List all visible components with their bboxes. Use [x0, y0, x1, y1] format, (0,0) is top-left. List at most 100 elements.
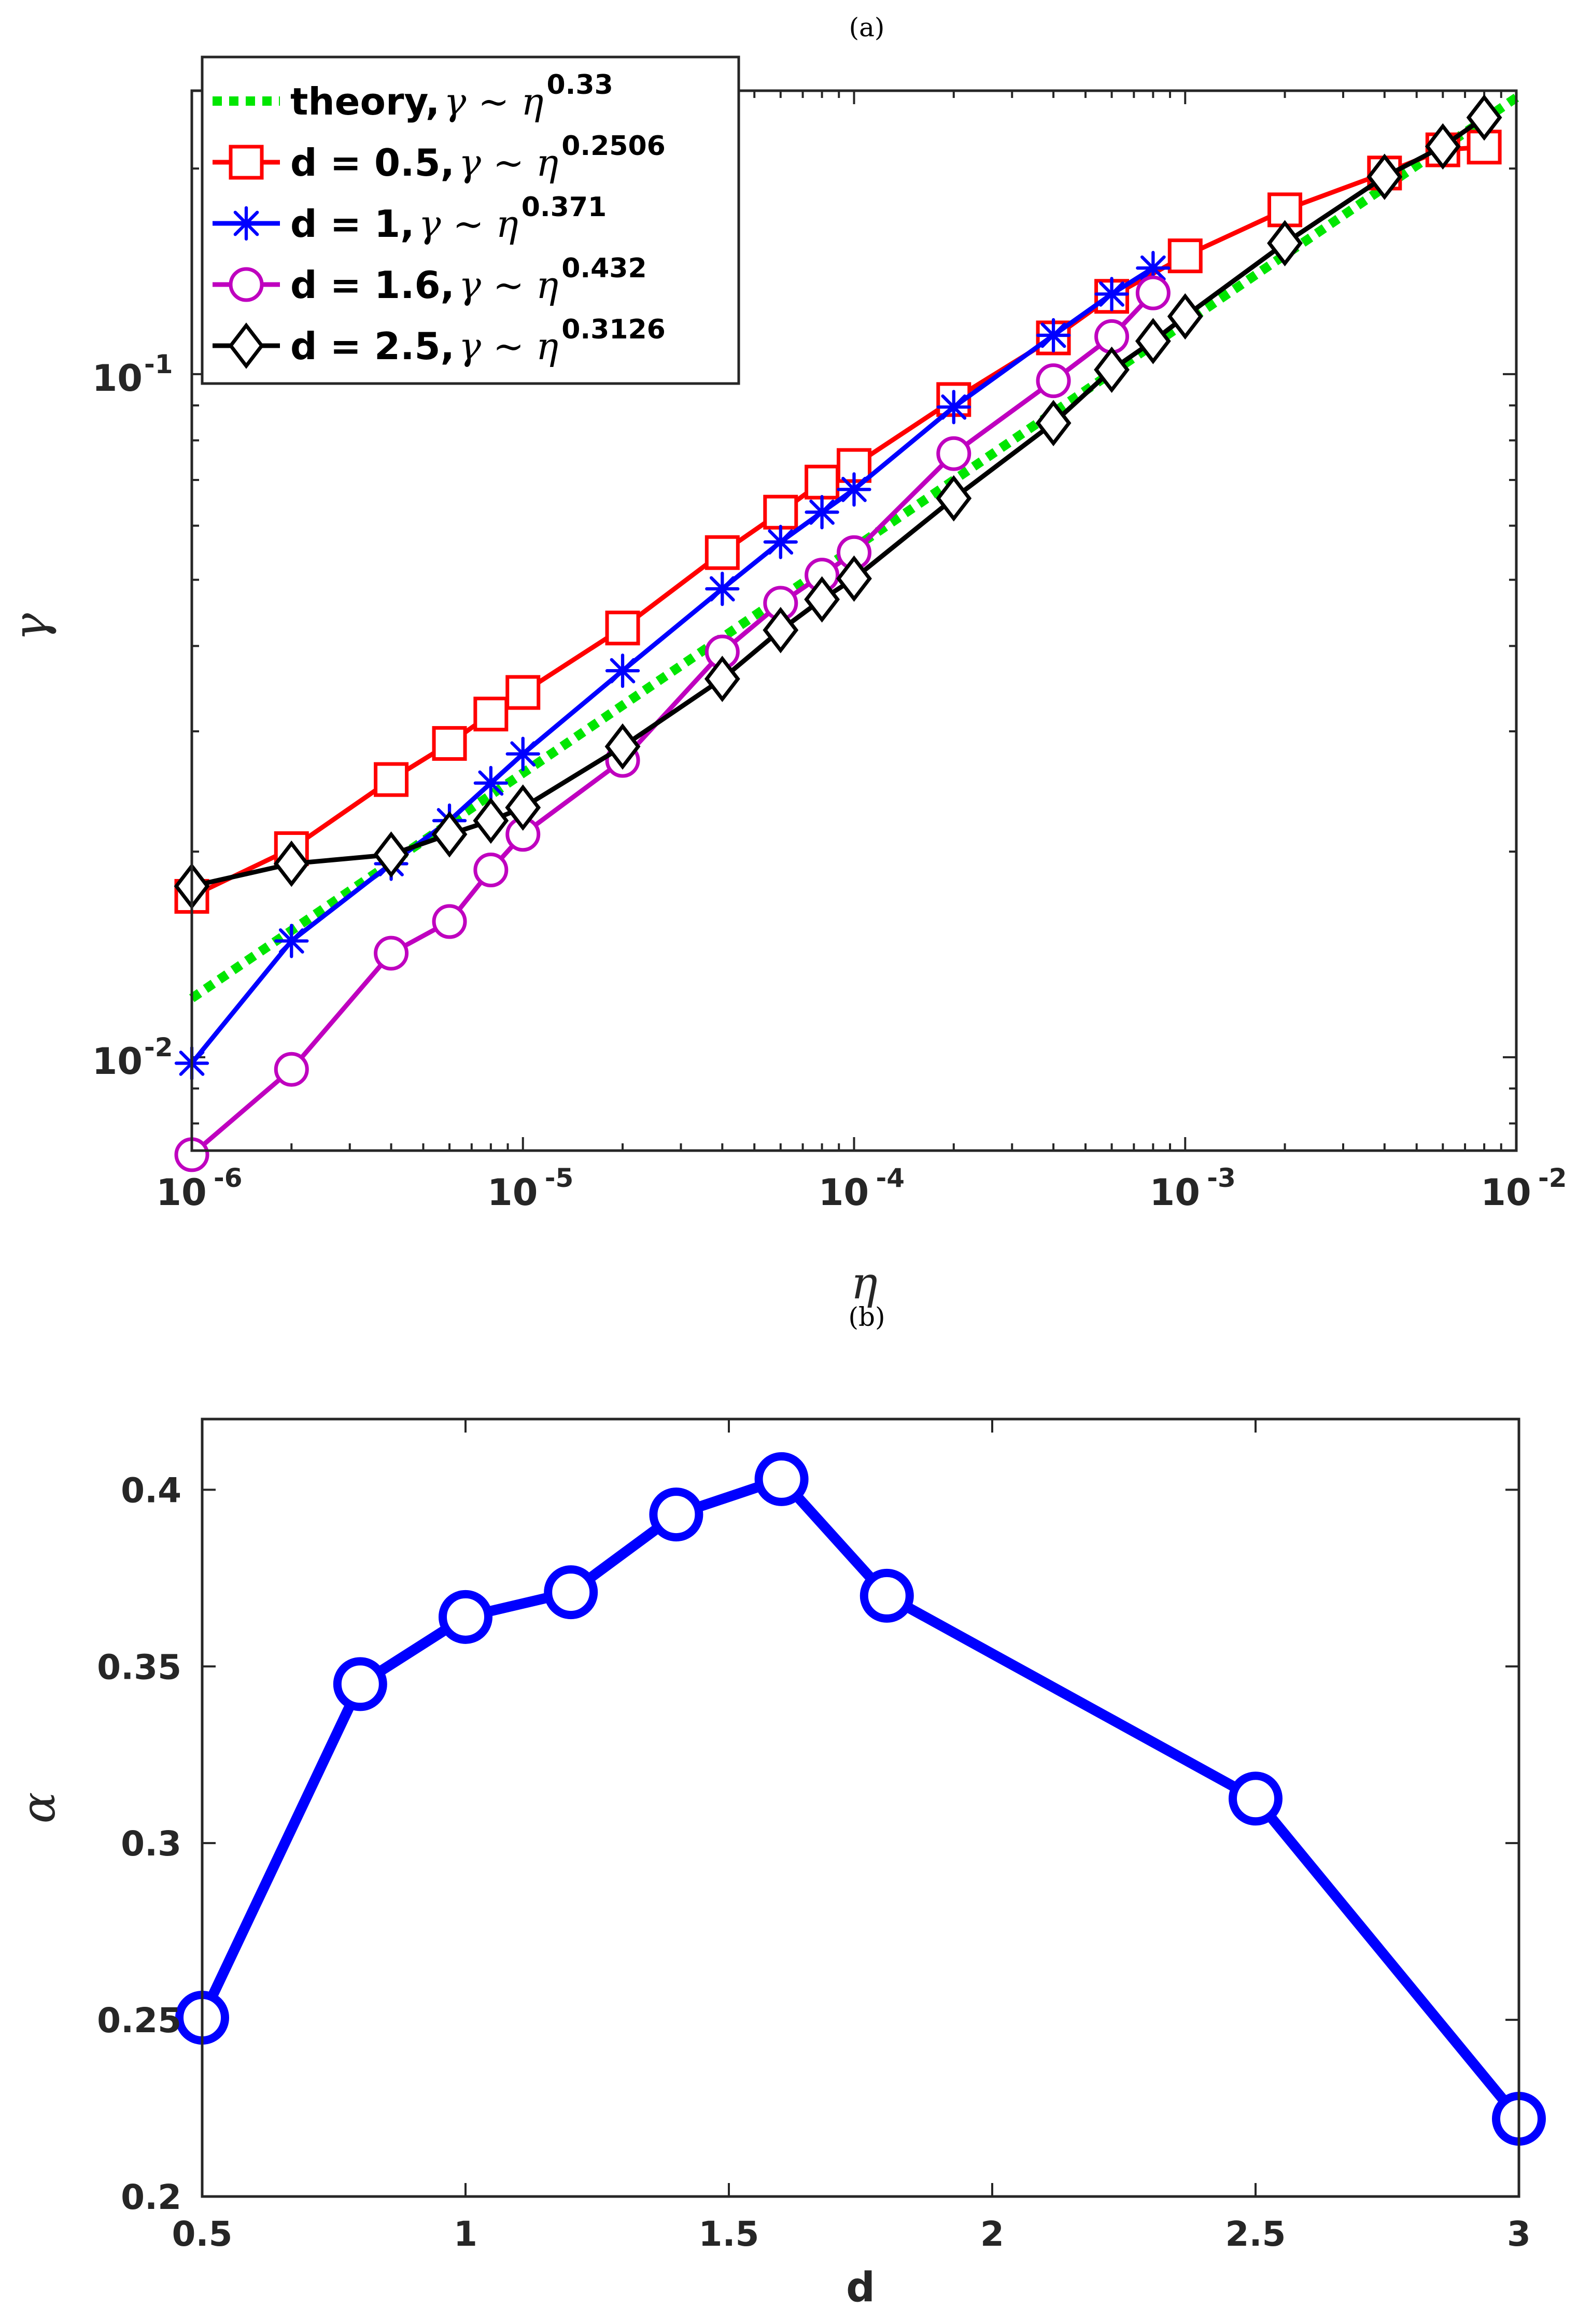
data-point-stroke [768, 529, 794, 555]
x-tick-label: 10 [1150, 1171, 1200, 1214]
data-point [544, 1565, 598, 1620]
panel-a-series [174, 93, 1519, 1172]
legend-formula: γ ∼ η [418, 202, 518, 246]
legend-entry-d-1-6: d = 1.6, γ ∼ η 0.432 [213, 253, 647, 307]
data-point [763, 525, 798, 559]
data-point [936, 475, 972, 522]
legend-entry-d-0-5: d = 0.5, γ ∼ η 0.2506 [213, 131, 666, 185]
data-point-stroke [809, 499, 835, 525]
data-point [1466, 94, 1502, 141]
data-point [473, 766, 508, 800]
legend-exponent: 0.2506 [561, 131, 666, 162]
data-point [936, 390, 971, 424]
data-point [1167, 238, 1203, 274]
data-point-stroke [1099, 281, 1124, 307]
panel-b-plot-area [202, 1419, 1519, 2197]
panel-b-y-axis-label: α [11, 1792, 66, 1824]
data-point [1366, 153, 1403, 200]
y-tick-label: 0.25 [97, 2001, 181, 2040]
data-point [273, 840, 309, 887]
panel-b-chart: (b) 0.5 1 1.5 2 2.5 3 0.2 0.25 0.3 0.35 0.4 d α [11, 1302, 1546, 2311]
data-point [1135, 275, 1171, 310]
y-tick-label-exponent: -1 [144, 349, 173, 379]
data-point-stroke [478, 770, 504, 796]
data-point [805, 464, 840, 500]
data-point [1035, 400, 1072, 447]
data-point [763, 606, 799, 654]
legend-entry-d-1: d = 1, γ ∼ η 0.371 [213, 192, 607, 246]
data-point [432, 904, 467, 939]
legend-exponent: 0.432 [561, 253, 646, 284]
x-tick-label: 1 [454, 2214, 477, 2254]
data-point [1036, 318, 1071, 353]
data-point [860, 1568, 914, 1623]
data-point [505, 675, 541, 710]
data-point [805, 495, 839, 530]
data-point [1267, 192, 1303, 228]
data-point [505, 784, 541, 831]
panel-a-chart: (a) 10 -6 10 -5 10 -4 10 -3 10 -210 -210 -1 η γ the… [4, 12, 1567, 1309]
x-tick-label-exponent: -3 [1207, 1163, 1236, 1193]
legend-exponent: 0.33 [546, 69, 613, 101]
data-point [1267, 220, 1303, 266]
legend-label: d = 2.5, [290, 324, 455, 368]
data-point [333, 1657, 387, 1711]
data-point-stroke [510, 741, 536, 767]
x-tick-label: 10 [487, 1171, 538, 1214]
data-point [1425, 123, 1461, 170]
panel-b-series [175, 1452, 1546, 2146]
series-alpha [175, 1452, 1546, 2146]
data-point [1135, 318, 1171, 364]
legend-entry-theory: theory, γ ∼ η 0.33 [213, 69, 613, 123]
y-tick-label: 0.2 [121, 2177, 181, 2217]
data-point [274, 1052, 309, 1087]
x-tick-label: 2 [980, 2214, 1004, 2254]
legend-marker-stroke [233, 210, 259, 236]
data-point [605, 611, 640, 646]
data-point-stroke [278, 928, 304, 954]
y-tick-label: 10 [92, 357, 143, 400]
panel-b-x-axis-label: d [846, 2264, 875, 2311]
data-point [804, 576, 840, 623]
panel-b-tick-labels: 0.5 1 1.5 2 2.5 3 0.2 0.25 0.3 0.35 0.4 [97, 1470, 1531, 2254]
panel-a-label: (a) [849, 12, 885, 42]
x-tick-label: 10 [1481, 1171, 1531, 1214]
data-point [605, 653, 640, 688]
legend-label: d = 0.5, [290, 141, 455, 185]
data-point [473, 797, 509, 844]
x-tick-label-exponent: -2 [1538, 1163, 1567, 1193]
x-tick-label-exponent: -6 [214, 1163, 243, 1193]
data-point [374, 762, 409, 797]
data-point [432, 726, 467, 761]
data-point [704, 656, 740, 702]
legend-marker [229, 145, 264, 180]
data-point [274, 924, 309, 958]
legend-exponent: 0.3126 [561, 314, 666, 345]
legend-marker [229, 267, 264, 302]
data-point-stroke [709, 576, 735, 602]
x-tick-label-exponent: -4 [876, 1163, 905, 1193]
legend-formula: γ ∼ η [459, 141, 558, 185]
legend-formula: γ ∼ η [459, 263, 558, 307]
panel-b-label: (b) [848, 1302, 885, 1332]
data-point [473, 697, 509, 732]
data-point [604, 723, 641, 770]
panel-a-x-axis-label: η [851, 1257, 878, 1309]
data-point [837, 472, 871, 507]
data-point-stroke [941, 394, 967, 420]
data-point [374, 936, 409, 971]
data-point [1094, 277, 1129, 311]
y-tick-label: 0.3 [121, 1824, 181, 1864]
x-tick-label: 10 [156, 1171, 206, 1214]
data-point [1036, 363, 1071, 399]
data-point [1229, 1772, 1283, 1826]
x-tick-label: 2.5 [1225, 2214, 1286, 2254]
data-point [936, 436, 971, 471]
legend-marker [228, 322, 264, 369]
panel-a-tick-labels: 10 -6 10 -5 10 -4 10 -3 10 -210 -210 -1 [92, 349, 1567, 1214]
legend-formula: γ ∼ η [444, 80, 543, 123]
data-point-stroke [1040, 322, 1066, 348]
legend-marker [229, 206, 264, 241]
data-point [763, 494, 798, 530]
